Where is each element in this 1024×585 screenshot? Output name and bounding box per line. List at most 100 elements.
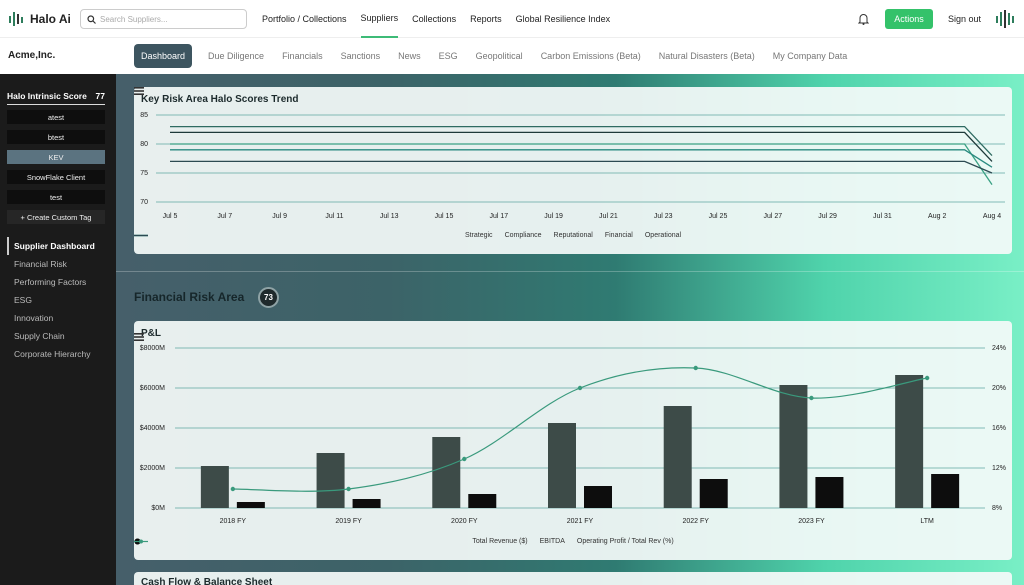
x-tick-label: Jul 29	[818, 213, 837, 220]
x-tick-label: LTM	[920, 518, 934, 525]
sidebar: Halo Intrinsic Score 77 atest btest KEV Sno…	[0, 74, 116, 585]
legend: Strategic Compliance Reputational Financial…	[134, 232, 1012, 239]
sign-out[interactable]: Sign out	[948, 14, 982, 24]
y-tick-label: $8000M	[140, 345, 165, 352]
y2-tick-label: 12%	[992, 465, 1006, 472]
chart-menu[interactable]	[134, 333, 144, 341]
bar	[663, 406, 692, 508]
y2-tick-label: 8%	[992, 505, 1002, 512]
bar	[548, 423, 576, 508]
tab[interactable]: Financials	[282, 51, 323, 61]
legend-label: Financial	[604, 232, 633, 239]
x-tick-label: Jul 23	[654, 213, 673, 220]
search-box[interactable]: Search Suppliers...	[80, 9, 247, 29]
nav-link[interactable]: Portfolio / Collections	[262, 14, 347, 24]
sidebar-link[interactable]: Supply Chain	[14, 331, 65, 341]
legend-item: Reputational	[134, 232, 593, 239]
series-line	[170, 149, 993, 168]
sidebar-link[interactable]: Innovation	[14, 313, 54, 323]
section-title: Financial Risk Area	[134, 290, 245, 304]
bar	[931, 474, 960, 508]
swatch	[139, 539, 143, 544]
divider	[116, 271, 1024, 272]
nav-link[interactable]: Reports	[470, 14, 502, 24]
sidebar-link[interactable]: Supplier Dashboard	[7, 237, 95, 255]
bar	[352, 499, 381, 508]
cashflow-card: Cash Flow & Balance Sheet	[134, 572, 1012, 585]
y2-tick-label: 20%	[992, 385, 1006, 392]
tab[interactable]: My Company Data	[772, 51, 848, 61]
y-tick-label: 70	[140, 199, 148, 206]
line-point	[346, 486, 351, 492]
logo[interactable]: Halo Ai	[8, 10, 71, 28]
nav-link[interactable]: Global Resilience Index	[515, 14, 611, 24]
line-point	[577, 385, 583, 391]
tab[interactable]: ESG	[438, 51, 458, 61]
line-point	[462, 456, 467, 462]
chart-menu[interactable]	[134, 87, 144, 95]
x-tick-label: Jul 21	[599, 213, 618, 220]
sidebar-nav: Supplier Dashboard Financial Risk Performi…	[7, 237, 95, 363]
legend-swatch	[134, 539, 148, 544]
y-tick-label: 80	[140, 141, 148, 148]
x-tick-label: Aug 2	[928, 213, 946, 220]
y-tick-label: $0M	[151, 505, 165, 512]
sub-bar: Acme,Inc. Dashboard Due Diligence Financia…	[0, 38, 1024, 74]
tabs: Dashboard Due Diligence Financials Sanction…	[134, 44, 855, 68]
search-icon	[87, 14, 96, 24]
nav-link[interactable]: Suppliers	[360, 0, 399, 38]
actions-button[interactable]: Actions	[885, 9, 933, 29]
notifications[interactable]	[858, 13, 869, 25]
y-tick-label: $2000M	[140, 465, 165, 472]
pl-card: $0M $2000M $4000M $6000M $8000M 8% 12% 16% 20% 24…	[134, 321, 1012, 560]
x-tick-label: Jul 11	[325, 213, 343, 220]
tab[interactable]: Geopolitical	[475, 51, 523, 61]
tag[interactable]: btest	[7, 130, 105, 144]
y2-tick-label: 16%	[992, 425, 1006, 432]
tab[interactable]: Natural Disasters (Beta)	[658, 51, 755, 61]
legend-label: Operational	[644, 232, 682, 239]
legend-item: Compliance	[134, 232, 542, 239]
bar	[699, 479, 728, 508]
legend-label: EBITDA	[539, 538, 565, 545]
x-tick-label: 2018 FY	[220, 518, 247, 525]
tab[interactable]: Dashboard	[134, 44, 193, 68]
tag[interactable]: SnowFlake Client	[7, 170, 105, 184]
top-bar: Halo Ai Search Suppliers... Portfolio / …	[0, 0, 1024, 38]
x-tick-label: Jul 9	[272, 213, 287, 220]
legend: Total Revenue ($) EBITDA Operating Profit …	[134, 538, 1012, 545]
tag[interactable]: atest	[7, 110, 105, 124]
y-tick-label: 75	[140, 170, 148, 177]
legend-label: Compliance	[504, 232, 542, 239]
series-line	[170, 143, 993, 185]
trend-card: 70 75 80 85 Jul 5 Jul 7 Jul 9 Jul 11 Jul 13 Jul 1…	[134, 87, 1012, 254]
sidebar-link[interactable]: ESG	[14, 295, 32, 305]
sidebar-link[interactable]: Corporate Hierarchy	[14, 349, 91, 359]
line-point	[924, 375, 930, 381]
tag[interactable]: KEV	[7, 150, 105, 164]
legend-item: EBITDA	[134, 538, 565, 545]
tab[interactable]: News	[398, 51, 421, 61]
legend-item: Operating Profit / Total Rev (%)	[134, 538, 674, 545]
nav-link[interactable]: Collections	[412, 14, 457, 24]
x-tick-label: Aug 4	[983, 213, 1001, 220]
tab[interactable]: Sanctions	[340, 51, 381, 61]
tags: atest btest KEV SnowFlake Client test + Creat…	[7, 110, 105, 224]
sidebar-link[interactable]: Performing Factors	[14, 277, 87, 287]
series-line	[170, 131, 993, 162]
bar	[236, 502, 265, 508]
bar	[432, 437, 461, 508]
y2-tick-label: 24%	[992, 345, 1006, 352]
sidebar-link[interactable]: Financial Risk	[14, 259, 67, 269]
line-point	[230, 486, 236, 492]
tab[interactable]: Carbon Emissions (Beta)	[540, 51, 641, 61]
card-title: Cash Flow & Balance Sheet	[141, 577, 273, 585]
x-tick-label: 2019 FY	[335, 518, 362, 525]
create-tag[interactable]: + Create Custom Tag	[7, 210, 105, 224]
legend-label: Strategic	[464, 232, 493, 239]
x-tick-label: 2021 FY	[567, 518, 594, 525]
x-tick-label: Jul 19	[544, 213, 563, 220]
tab[interactable]: Due Diligence	[208, 51, 265, 61]
main-nav: Portfolio / Collections Suppliers Collecti…	[262, 0, 610, 38]
tag[interactable]: test	[7, 190, 105, 204]
